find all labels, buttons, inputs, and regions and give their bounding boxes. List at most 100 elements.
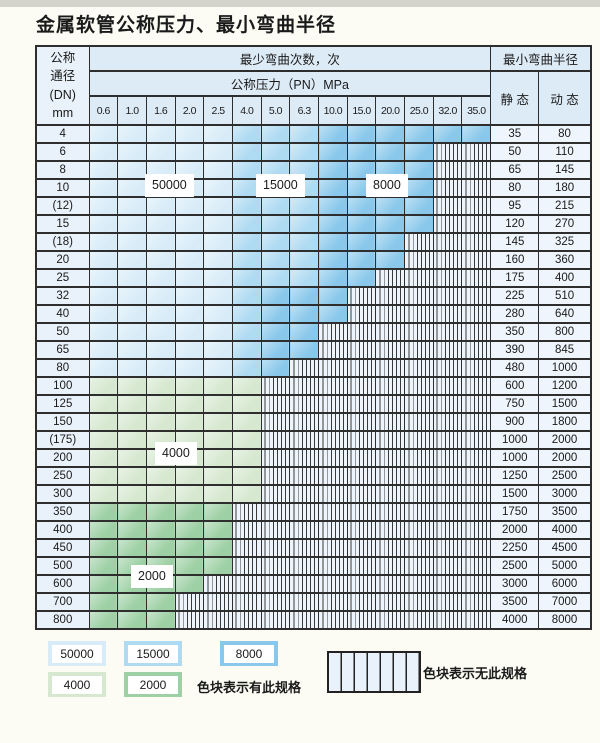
dn-cell: 40: [35, 304, 90, 324]
no-spec-cell: [346, 466, 377, 486]
spec-cell-50000: [174, 250, 205, 270]
spec-cell-4000: [203, 430, 233, 450]
no-spec-cell: [318, 448, 348, 468]
no-spec-cell: [432, 448, 463, 468]
no-spec-cell: [260, 466, 291, 486]
spec-cell-2000: [88, 610, 119, 630]
no-spec-cell: [375, 592, 406, 612]
dn-cell: 4: [35, 124, 90, 144]
no-spec-cell: [260, 520, 291, 540]
dynamic-radius-cell: 110: [538, 142, 592, 162]
dn-cell: 15: [35, 214, 90, 234]
spec-cell-50000: [117, 304, 147, 324]
dn-cell: 6: [35, 142, 90, 162]
no-spec-cell: [432, 430, 463, 450]
no-spec-cell: [432, 412, 463, 432]
spec-cell-8000: [375, 214, 406, 234]
spec-cell-50000: [117, 124, 147, 144]
spec-cell-50000: [88, 358, 119, 378]
spec-cell-2000: [117, 592, 147, 612]
pressure-header-cell: 25.0: [404, 95, 434, 126]
no-spec-cell: [404, 394, 434, 414]
no-spec-cell: [404, 556, 434, 576]
static-radius-cell: 225: [490, 286, 540, 306]
no-spec-cell: [260, 412, 291, 432]
spec-cell-15000: [231, 322, 262, 342]
spec-cell-50000: [203, 214, 233, 234]
table-row: 6 50 110: [35, 142, 592, 162]
table-row: 65 390 845: [35, 340, 592, 360]
no-spec-cell: [346, 574, 377, 594]
dynamic-radius-cell: 270: [538, 214, 592, 234]
static-radius-cell: 3500: [490, 592, 540, 612]
no-spec-cell: [404, 376, 434, 396]
no-spec-cell: [461, 160, 492, 180]
spec-cell-50000: [174, 196, 205, 216]
no-spec-cell: [375, 394, 406, 414]
spec-cell-50000: [117, 358, 147, 378]
dn-cell: 300: [35, 484, 90, 504]
table-row: 50 350 800: [35, 322, 592, 342]
spec-cell-8000: [318, 214, 348, 234]
no-spec-cell: [404, 358, 434, 378]
spec-cell-8000: [289, 304, 319, 324]
dynamic-radius-cell: 360: [538, 250, 592, 270]
spec-cell-4000: [88, 376, 119, 396]
spec-cell-2000: [145, 592, 176, 612]
no-spec-cell: [346, 502, 377, 522]
spec-cell-50000: [203, 160, 233, 180]
static-radius-cell: 390: [490, 340, 540, 360]
spec-cell-50000: [145, 124, 176, 144]
spec-cell-50000: [88, 286, 119, 306]
cycle-count-label: 8000: [366, 174, 408, 197]
no-spec-cell: [231, 592, 262, 612]
spec-cell-4000: [145, 466, 176, 486]
table-row: 4 35 80: [35, 124, 592, 144]
spec-cell-15000: [289, 124, 319, 144]
no-spec-cell: [289, 412, 319, 432]
dn-cell: 50: [35, 322, 90, 342]
spec-cell-50000: [117, 160, 147, 180]
spec-cell-15000: [231, 340, 262, 360]
spec-cell-4000: [231, 412, 262, 432]
no-spec-cell: [461, 520, 492, 540]
no-spec-cell: [260, 610, 291, 630]
spec-cell-2000: [203, 520, 233, 540]
no-spec-cell: [346, 448, 377, 468]
cycle-count-label: 2000: [131, 565, 173, 588]
no-spec-cell: [260, 448, 291, 468]
no-spec-cell: [404, 250, 434, 270]
spec-cell-8000: [260, 304, 291, 324]
spec-cell-8000: [346, 214, 377, 234]
no-spec-cell: [461, 394, 492, 414]
no-spec-cell: [231, 574, 262, 594]
no-spec-cell: [432, 466, 463, 486]
spec-cell-50000: [203, 322, 233, 342]
no-spec-cell: [432, 268, 463, 288]
dn-cell: 600: [35, 574, 90, 594]
spec-cell-2000: [174, 538, 205, 558]
spec-cell-4000: [174, 484, 205, 504]
spec-cell-2000: [145, 502, 176, 522]
spec-cell-8000: [346, 232, 377, 252]
table-row: 10 80 180: [35, 178, 592, 198]
dynamic-radius-cell: 400: [538, 268, 592, 288]
no-spec-cell: [461, 142, 492, 162]
no-spec-cell: [432, 340, 463, 360]
static-radius-cell: 1750: [490, 502, 540, 522]
spec-cell-50000: [145, 232, 176, 252]
no-spec-cell: [404, 322, 434, 342]
dynamic-radius-cell: 1500: [538, 394, 592, 414]
dn-cell: 200: [35, 448, 90, 468]
spec-cell-15000: [231, 304, 262, 324]
no-spec-cell: [404, 574, 434, 594]
no-spec-cell: [432, 592, 463, 612]
spec-cell-50000: [203, 124, 233, 144]
dynamic-radius-cell: 4500: [538, 538, 592, 558]
spec-cell-8000: [318, 142, 348, 162]
dn-cell: 450: [35, 538, 90, 558]
no-spec-cell: [432, 322, 463, 342]
no-spec-legend-text: 色块表示无此规格: [423, 666, 528, 681]
static-radius-cell: 480: [490, 358, 540, 378]
spec-cell-4000: [203, 412, 233, 432]
